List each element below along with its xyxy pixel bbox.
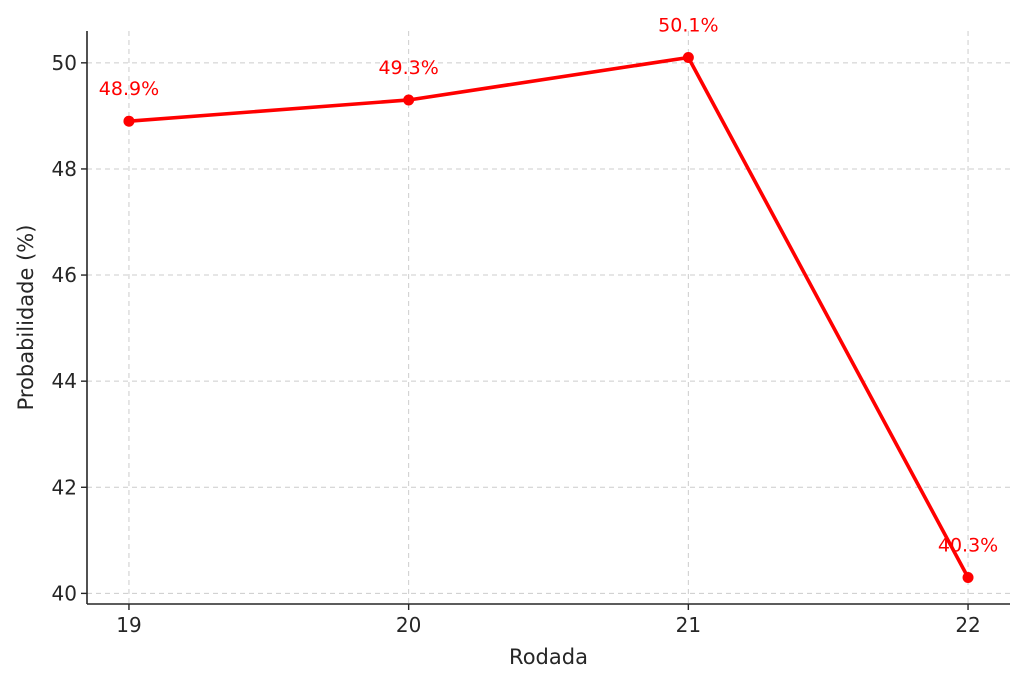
x-tick-label: 20	[396, 613, 421, 637]
y-tick-label: 40	[52, 581, 77, 605]
x-ticks: 19 20 21 22	[116, 604, 981, 637]
y-tick-label: 42	[52, 475, 77, 499]
x-tick-label: 22	[955, 613, 980, 637]
series-line	[127, 55, 970, 580]
x-tick-label: 21	[676, 613, 701, 637]
y-tick-label: 44	[52, 369, 77, 393]
x-tick-label: 19	[116, 613, 141, 637]
data-label: 40.3%	[938, 534, 998, 556]
data-point	[962, 571, 974, 583]
y-ticks: 40 42 44 46 48 50	[52, 51, 87, 605]
y-axis-title: Probabilidade (%)	[14, 225, 38, 411]
y-tick-label: 46	[52, 263, 77, 287]
data-point	[403, 94, 415, 106]
y-tick-label: 50	[52, 51, 77, 75]
series-layer	[123, 52, 974, 583]
data-point	[123, 115, 135, 127]
grid-layer	[87, 31, 1010, 604]
axes-layer	[86, 31, 1010, 605]
data-label: 50.1%	[658, 15, 718, 37]
data-label: 49.3%	[378, 57, 438, 79]
data-labels: 48.9% 49.3% 50.1% 40.3%	[99, 15, 998, 557]
data-point	[682, 52, 694, 64]
y-tick-label: 48	[52, 157, 77, 181]
x-axis-title: Rodada	[509, 645, 588, 669]
data-label: 48.9%	[99, 78, 159, 100]
